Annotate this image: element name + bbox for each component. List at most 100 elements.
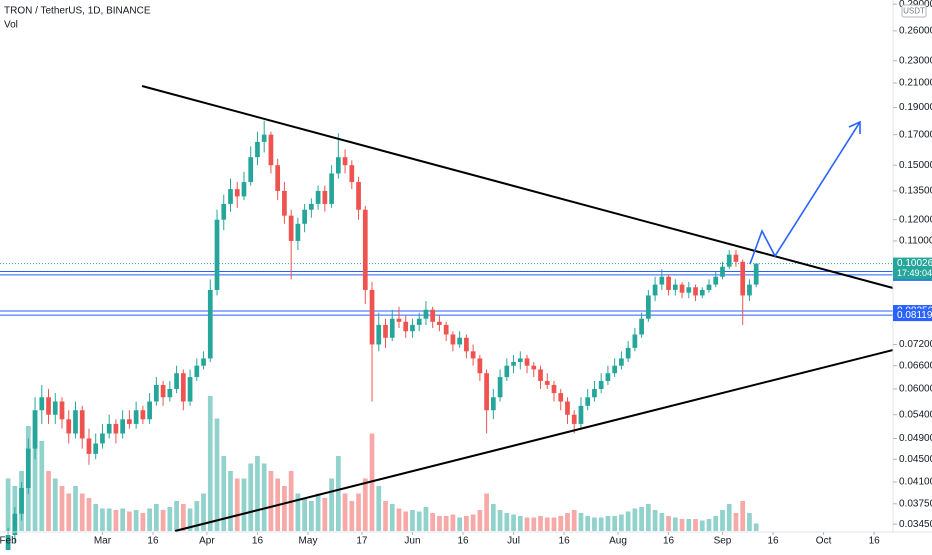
candle-body	[288, 215, 294, 241]
volume-bar	[558, 516, 564, 531]
candle-body	[659, 276, 665, 285]
volume-bar	[295, 493, 301, 531]
candle-body	[113, 423, 119, 434]
volume-bar	[612, 516, 618, 531]
volume-bar	[160, 510, 166, 531]
volume-bar	[706, 519, 712, 531]
volume-bar	[335, 456, 341, 531]
current-price-label: 0.10026	[897, 258, 932, 269]
volume-bar	[147, 508, 152, 531]
y-tick-label: 0.06600	[899, 360, 932, 371]
x-tick-label: Jun	[404, 536, 420, 547]
candle-body	[645, 295, 651, 319]
y-tick-label: 0.26000	[899, 25, 932, 36]
volume-bar	[106, 508, 112, 531]
candle-body	[585, 397, 591, 406]
candle-body	[430, 309, 436, 322]
candle-body	[477, 358, 483, 374]
candle-body	[457, 337, 463, 345]
candle-body	[309, 203, 314, 210]
candle-body	[686, 287, 692, 293]
volume-bar	[578, 513, 584, 531]
volume-bar	[659, 513, 665, 531]
volume-bar	[214, 418, 220, 531]
volume-bar	[686, 519, 692, 531]
volume-bar	[362, 478, 368, 531]
candle-body	[672, 284, 678, 290]
volume-bar	[443, 516, 449, 531]
candle-body	[228, 189, 233, 204]
volume-bar	[531, 517, 537, 531]
volume-bar	[666, 516, 671, 531]
candle-body	[383, 324, 388, 338]
y-tick-label: 0.04500	[899, 454, 932, 465]
volume-bar	[32, 411, 38, 531]
volume-bar	[309, 501, 314, 531]
x-tick-label: Oct	[816, 536, 832, 547]
volume-bar	[255, 456, 260, 531]
volume-bar	[726, 504, 732, 531]
volume-bar	[484, 493, 489, 531]
candle-body	[706, 284, 712, 290]
volume-bar	[5, 478, 11, 531]
x-tick-label: 16	[457, 536, 469, 547]
x-tick-label: 17	[356, 536, 368, 547]
candle-body	[315, 190, 321, 204]
candle-body	[511, 362, 516, 366]
y-tick-label: 0.13500	[899, 186, 932, 197]
candle-body	[201, 358, 206, 366]
volume-bar	[120, 508, 126, 531]
candle-body	[261, 134, 267, 142]
candle-body	[52, 401, 58, 415]
candle-body	[248, 157, 254, 183]
candle-body	[551, 384, 557, 394]
candle-body	[565, 401, 570, 415]
volume-bar	[396, 508, 402, 531]
candle-body	[578, 405, 584, 424]
volume-bar	[201, 493, 206, 531]
candle-body	[625, 347, 631, 359]
candle-body	[174, 373, 179, 389]
candle-body	[592, 388, 597, 398]
volume-bar	[376, 486, 382, 531]
volume-bar	[511, 514, 516, 531]
y-tick-label: 0.15000	[899, 160, 932, 171]
volume-bar	[410, 510, 415, 531]
candle-body	[147, 401, 152, 420]
level-label: 0.08119	[897, 310, 932, 321]
volume-bar	[713, 516, 719, 531]
candle-body	[484, 373, 489, 411]
candle-body	[464, 337, 469, 352]
projection-arrow	[749, 121, 861, 265]
volume-bar	[598, 517, 604, 531]
y-tick-label: 0.23000	[899, 55, 932, 66]
volume-bar	[437, 516, 442, 531]
volume-bar	[154, 504, 159, 531]
volume-bar	[282, 486, 287, 531]
volume-bar	[329, 478, 334, 531]
candle-body	[356, 182, 361, 210]
candle-body	[605, 373, 611, 381]
candle-body	[194, 365, 200, 378]
volume-bar	[625, 511, 631, 531]
volume-bar	[194, 501, 200, 531]
y-tick-label: 0.21000	[899, 78, 932, 89]
volume-bar	[504, 513, 510, 531]
volume-bar	[477, 510, 483, 531]
x-tick-label: Feb	[0, 536, 17, 547]
currency: USDT	[903, 7, 925, 16]
y-tick-label: 0.04900	[899, 433, 932, 444]
x-tick-label: Mar	[94, 536, 112, 547]
y-tick-label: 0.03450	[899, 519, 932, 530]
candle-body	[19, 488, 24, 514]
candle-body	[93, 443, 99, 454]
volume-bar	[46, 471, 51, 531]
volume-bar	[470, 514, 476, 531]
y-tick-label: 0.05400	[899, 409, 932, 420]
candle-body	[693, 287, 698, 296]
volume-bar	[234, 478, 240, 531]
candle-body	[100, 433, 105, 444]
volume-bar	[619, 514, 624, 531]
